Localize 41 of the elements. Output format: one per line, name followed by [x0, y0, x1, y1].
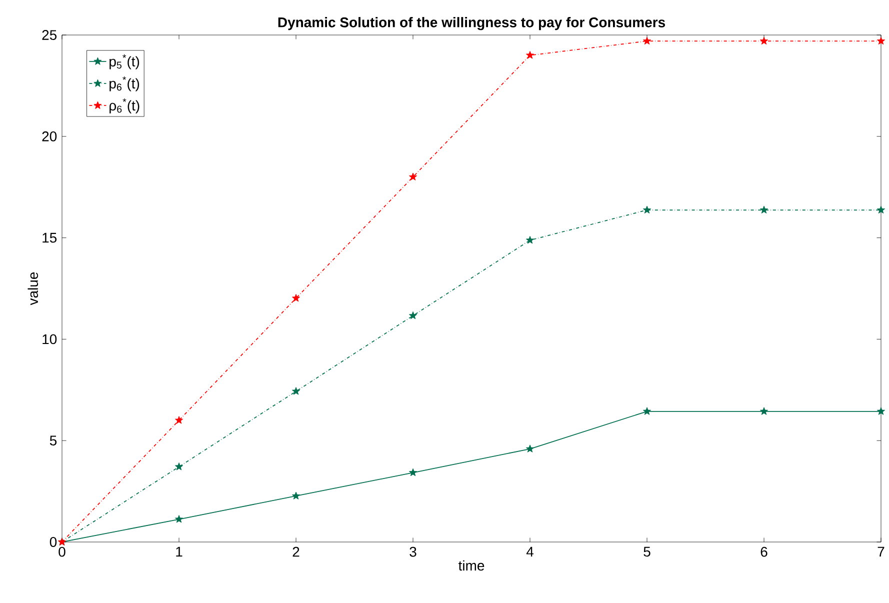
point — [526, 236, 534, 244]
y-tick-label: 0 — [50, 537, 57, 547]
point — [760, 206, 768, 214]
x-tick-label: 2 — [292, 546, 300, 557]
y-tick-label: 15 — [42, 232, 57, 243]
point — [292, 387, 300, 395]
x-tick-label: 0 — [58, 546, 66, 557]
point — [760, 36, 768, 45]
x-tick-label: 1 — [176, 546, 182, 556]
point — [526, 444, 534, 452]
point — [642, 407, 652, 415]
x-tick-label: 5 — [644, 546, 650, 557]
point — [526, 51, 534, 59]
point — [292, 492, 300, 500]
x-tick-label: 6 — [760, 546, 768, 557]
y-tick-label: 10 — [42, 334, 57, 344]
x-tick-label: 7 — [878, 546, 884, 556]
point — [408, 311, 418, 320]
x-axis-title: time — [458, 560, 484, 571]
legend-label: p$_{5}$$^{*}$(t) — [110, 54, 140, 70]
y-tick-label: 25 — [42, 30, 57, 40]
point — [642, 36, 652, 45]
x-tick-label: 4 — [526, 546, 534, 556]
y-axis-title: value — [28, 272, 38, 306]
point — [174, 416, 184, 424]
chart-title: Dynamic Solution of the willingness to pay for Consumers — [278, 17, 666, 30]
y-tick-label: 20 — [42, 131, 57, 142]
point — [876, 206, 886, 214]
x-tick-label: 3 — [410, 546, 416, 557]
legend-label: p$_{6}$$^{*}$(t) — [110, 76, 140, 92]
point — [408, 172, 418, 180]
point — [642, 206, 652, 214]
point — [876, 36, 886, 45]
legend-label: ρ$_{6}$$^{*}$(t) — [110, 98, 140, 114]
point — [174, 462, 184, 470]
point — [408, 468, 418, 476]
y-tick-label: 5 — [50, 436, 57, 446]
point — [174, 515, 184, 523]
point — [760, 407, 768, 415]
point — [876, 407, 886, 415]
point — [292, 294, 300, 302]
